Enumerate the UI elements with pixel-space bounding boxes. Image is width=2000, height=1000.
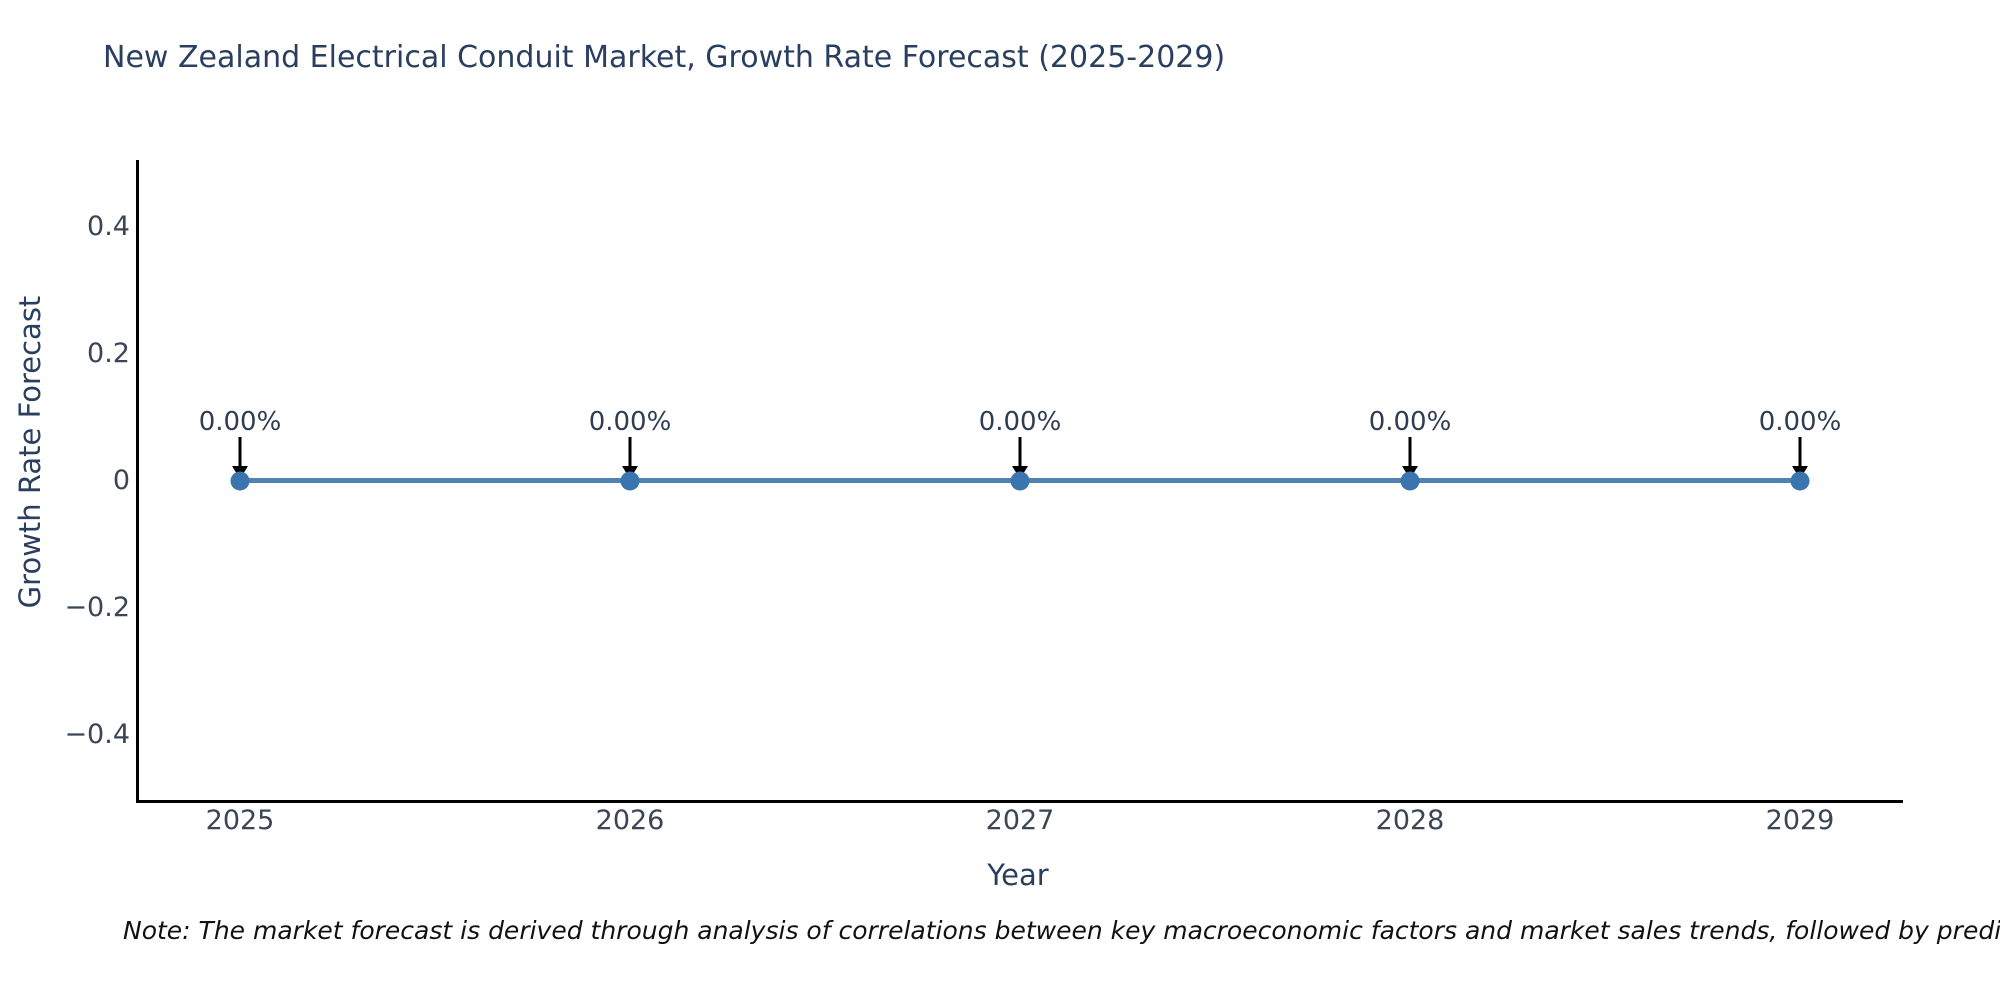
data-point-marker xyxy=(230,471,250,491)
x-axis-line xyxy=(136,800,1903,803)
x-tick-label: 2026 xyxy=(595,805,665,836)
annotation-arrow-stem xyxy=(1018,437,1022,467)
y-tick-label: 0.4 xyxy=(87,210,130,242)
annotation-arrow-stem xyxy=(1798,437,1802,467)
x-tick-label: 2025 xyxy=(205,805,275,836)
footnote: Note: The market forecast is derived thr… xyxy=(123,916,2000,945)
data-point-label: 0.00% xyxy=(588,407,672,437)
data-point-marker xyxy=(620,471,640,491)
annotation-arrow-stem xyxy=(1408,437,1412,467)
y-tick-label: 0 xyxy=(112,465,130,496)
y-tick-label: −0.4 xyxy=(64,719,130,751)
data-point-label: 0.00% xyxy=(1758,407,1842,437)
data-point-marker xyxy=(1010,471,1030,491)
data-point-marker xyxy=(1790,471,1810,491)
annotation-arrow-stem xyxy=(628,437,632,467)
data-point-marker xyxy=(1400,471,1420,491)
x-tick-label: 2028 xyxy=(1375,805,1445,836)
annotation-arrow-stem xyxy=(238,437,242,467)
x-tick-label: 2027 xyxy=(985,805,1055,836)
x-axis-label: Year xyxy=(987,858,1049,892)
chart-title: New Zealand Electrical Conduit Market, G… xyxy=(103,40,1226,75)
y-tick-label: 0.2 xyxy=(87,337,130,369)
data-point-label: 0.00% xyxy=(978,407,1062,437)
x-tick-label: 2029 xyxy=(1765,805,1835,836)
data-point-label: 0.00% xyxy=(1368,407,1452,437)
y-axis-line xyxy=(136,160,139,803)
data-point-label: 0.00% xyxy=(198,407,282,437)
y-tick-label: −0.2 xyxy=(64,592,130,624)
